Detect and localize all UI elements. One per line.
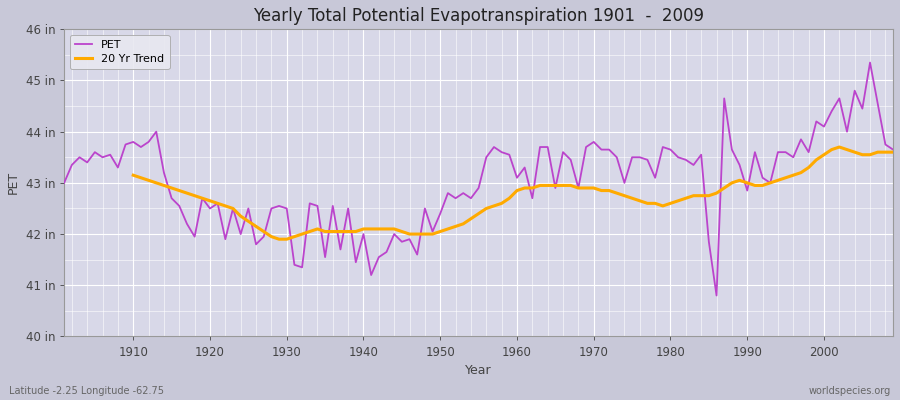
Y-axis label: PET: PET: [7, 171, 20, 194]
20 Yr Trend: [128, 173, 139, 178]
PET: [504, 152, 515, 157]
20 Yr Trend: [312, 226, 323, 231]
PET: [865, 60, 876, 65]
PET: [887, 147, 898, 152]
Line: PET: PET: [64, 62, 893, 296]
20 Yr Trend: [274, 237, 284, 242]
20 Yr Trend: [511, 188, 522, 193]
20 Yr Trend: [365, 226, 376, 231]
X-axis label: Year: Year: [465, 364, 492, 377]
20 Yr Trend: [834, 145, 845, 150]
20 Yr Trend: [887, 150, 898, 154]
PET: [511, 175, 522, 180]
Line: 20 Yr Trend: 20 Yr Trend: [133, 147, 893, 239]
20 Yr Trend: [726, 180, 737, 185]
PET: [289, 262, 300, 267]
Text: Latitude -2.25 Longitude -62.75: Latitude -2.25 Longitude -62.75: [9, 386, 164, 396]
PET: [711, 293, 722, 298]
Legend: PET, 20 Yr Trend: PET, 20 Yr Trend: [69, 35, 169, 70]
20 Yr Trend: [535, 183, 545, 188]
Title: Yearly Total Potential Evapotranspiration 1901  -  2009: Yearly Total Potential Evapotranspiratio…: [253, 7, 704, 25]
20 Yr Trend: [335, 229, 346, 234]
Text: worldspecies.org: worldspecies.org: [809, 386, 891, 396]
PET: [58, 180, 69, 185]
PET: [335, 247, 346, 252]
PET: [121, 142, 131, 147]
PET: [604, 147, 615, 152]
